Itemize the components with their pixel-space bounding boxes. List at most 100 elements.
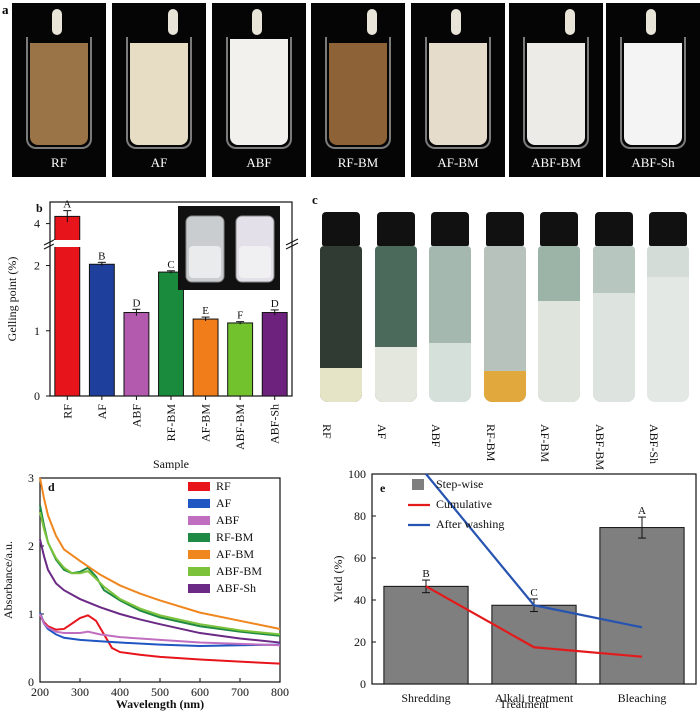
vial-label: AF-BM <box>536 418 582 468</box>
vial-cap <box>485 212 524 246</box>
vial <box>591 212 637 402</box>
beaker-contents <box>624 43 682 145</box>
x-tick-label: RF-BM <box>164 404 178 442</box>
vial <box>645 212 691 402</box>
bar <box>227 322 254 397</box>
beaker-photo: ABF-Sh <box>606 3 700 177</box>
panel-a-photo: a RF AF ABF RF-BM AF-BM ABF-BM ABF-Sh <box>0 0 700 182</box>
beaker-contents <box>429 43 487 145</box>
x-tick-label: RF <box>60 404 74 419</box>
significance-letter: A <box>63 199 71 211</box>
y-tick-label: 80 <box>354 509 366 523</box>
x-tick-label: ABF-BM <box>233 404 247 450</box>
significance-letter: C <box>167 259 174 271</box>
x-axis-title: Treatment <box>500 697 550 711</box>
significance-letter: D <box>271 298 279 310</box>
beaker-label: RF <box>51 155 67 170</box>
panel-b-letter: b <box>36 201 43 215</box>
vial-label-text: ABF <box>429 424 443 448</box>
legend-label: ABF-BM <box>216 564 262 578</box>
spoon-icon <box>252 9 262 35</box>
legend-label: RF-BM <box>216 530 254 544</box>
bar <box>123 312 150 397</box>
y-axis-title: Absorbance/a.u. <box>1 541 15 619</box>
vial-body <box>429 246 471 402</box>
spoon-icon <box>646 9 656 35</box>
vial-cap <box>649 212 687 246</box>
series-line <box>39 511 281 636</box>
y-axis-title: Yield (%) <box>331 556 345 603</box>
panel-e-letter: e <box>380 481 386 495</box>
significance-letter: B <box>422 568 429 580</box>
yield-chart: e 0 20 40 60 80 100 B Shredding C Alkali treatment… <box>331 467 697 711</box>
vial-body <box>483 246 526 402</box>
x-axis-title: Sample <box>153 457 189 470</box>
vial-sediment <box>483 370 526 402</box>
vial-sediment <box>429 342 471 402</box>
vial-label-text: ABF-BM <box>592 424 607 471</box>
vial-label: AF <box>373 418 419 468</box>
legend-swatch <box>188 482 210 491</box>
vial-cap <box>594 212 633 246</box>
vial-label: ABF-BM <box>591 418 637 471</box>
beaker-label: AF-BM <box>437 155 479 170</box>
spoon-icon <box>565 9 575 35</box>
axis-break-mark <box>285 238 299 246</box>
beaker-photo: ABF <box>212 3 306 177</box>
significance-letter: E <box>202 305 209 317</box>
jar-gel <box>239 246 271 278</box>
legend-label: AF-BM <box>216 547 254 561</box>
beaker-photo: RF-BM <box>311 3 405 177</box>
vial-sediment <box>647 277 689 402</box>
spoon-icon <box>168 9 178 35</box>
vial-label: RF-BM <box>482 418 528 468</box>
beaker-contents <box>130 43 188 145</box>
plot-frame <box>39 477 281 683</box>
x-tick-label: AF-BM <box>199 404 213 442</box>
beaker-label: ABF-BM <box>531 155 581 170</box>
significance-letter: C <box>530 587 537 599</box>
legend-swatch <box>188 584 210 593</box>
legend-swatch <box>188 516 210 525</box>
vial-cap <box>540 212 578 246</box>
y-tick-label: 0 <box>28 675 34 689</box>
beaker-label: AF <box>150 155 168 170</box>
y-tick-label: 1 <box>34 324 40 338</box>
vial-label: ABF-Sh <box>645 418 691 468</box>
vial-label-text: AF-BM <box>538 424 552 463</box>
significance-letter: D <box>132 297 140 309</box>
beaker-contents <box>527 43 585 145</box>
beaker-contents <box>230 39 288 145</box>
vial <box>536 212 582 402</box>
panel-a-letter: a <box>2 2 9 17</box>
y-tick-label: 20 <box>354 635 366 649</box>
vial-body <box>592 246 635 402</box>
vial-cap <box>376 212 415 246</box>
y-tick-label: 0 <box>34 389 40 403</box>
x-tick-label: 600 <box>191 685 209 699</box>
bar-break-gap <box>53 240 81 247</box>
vial-body <box>374 246 417 402</box>
y-tick-label: 3 <box>28 471 34 485</box>
vial-label: ABF <box>427 418 473 468</box>
vial-body <box>647 246 689 402</box>
series-line <box>39 538 281 644</box>
legend-swatch <box>188 550 210 559</box>
y-tick-label: 40 <box>354 593 366 607</box>
y-tick-label: 2 <box>28 539 34 553</box>
spoon-icon <box>52 9 62 35</box>
x-tick-label: AF <box>95 404 109 420</box>
series-line <box>39 477 281 630</box>
beaker-contents <box>329 43 387 145</box>
beaker-photo: RF <box>12 3 106 177</box>
vial-cap <box>322 212 360 246</box>
y-tick-label: 2 <box>34 259 40 273</box>
beaker-glass <box>425 37 491 149</box>
vial-label-text: AF <box>374 424 389 440</box>
legend-label: After washing <box>436 517 504 531</box>
bar <box>599 527 685 685</box>
series-line <box>425 473 643 629</box>
vial-sediment <box>374 347 417 402</box>
beaker-label: RF-BM <box>337 155 379 170</box>
significance-letter: B <box>98 250 105 262</box>
